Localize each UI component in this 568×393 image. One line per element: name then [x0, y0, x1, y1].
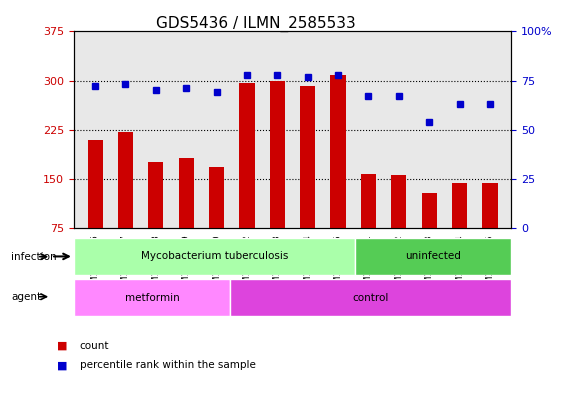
Text: percentile rank within the sample: percentile rank within the sample — [80, 360, 256, 371]
Text: uninfected: uninfected — [405, 252, 461, 261]
Bar — [118, 132, 133, 228]
Bar — [148, 162, 164, 228]
FancyBboxPatch shape — [355, 238, 511, 275]
Bar — [452, 184, 467, 228]
Bar — [331, 75, 346, 228]
Bar — [178, 158, 194, 228]
Bar — [209, 167, 224, 228]
Bar — [300, 86, 315, 228]
Bar — [361, 174, 376, 228]
Text: agent: agent — [11, 292, 41, 302]
Text: Mycobacterium tuberculosis: Mycobacterium tuberculosis — [141, 252, 288, 261]
Text: infection: infection — [11, 252, 57, 262]
Text: ■: ■ — [57, 341, 67, 351]
Bar — [421, 193, 437, 228]
FancyBboxPatch shape — [230, 279, 511, 316]
FancyBboxPatch shape — [74, 279, 230, 316]
Bar — [87, 140, 103, 228]
Text: control: control — [352, 293, 389, 303]
Text: metformin: metformin — [124, 293, 179, 303]
Bar — [239, 83, 254, 228]
FancyBboxPatch shape — [74, 238, 355, 275]
Bar — [391, 175, 407, 228]
Bar — [482, 184, 498, 228]
Bar — [270, 81, 285, 228]
Text: GDS5436 / ILMN_2585533: GDS5436 / ILMN_2585533 — [156, 16, 356, 32]
Text: ■: ■ — [57, 360, 67, 371]
Text: count: count — [80, 341, 109, 351]
